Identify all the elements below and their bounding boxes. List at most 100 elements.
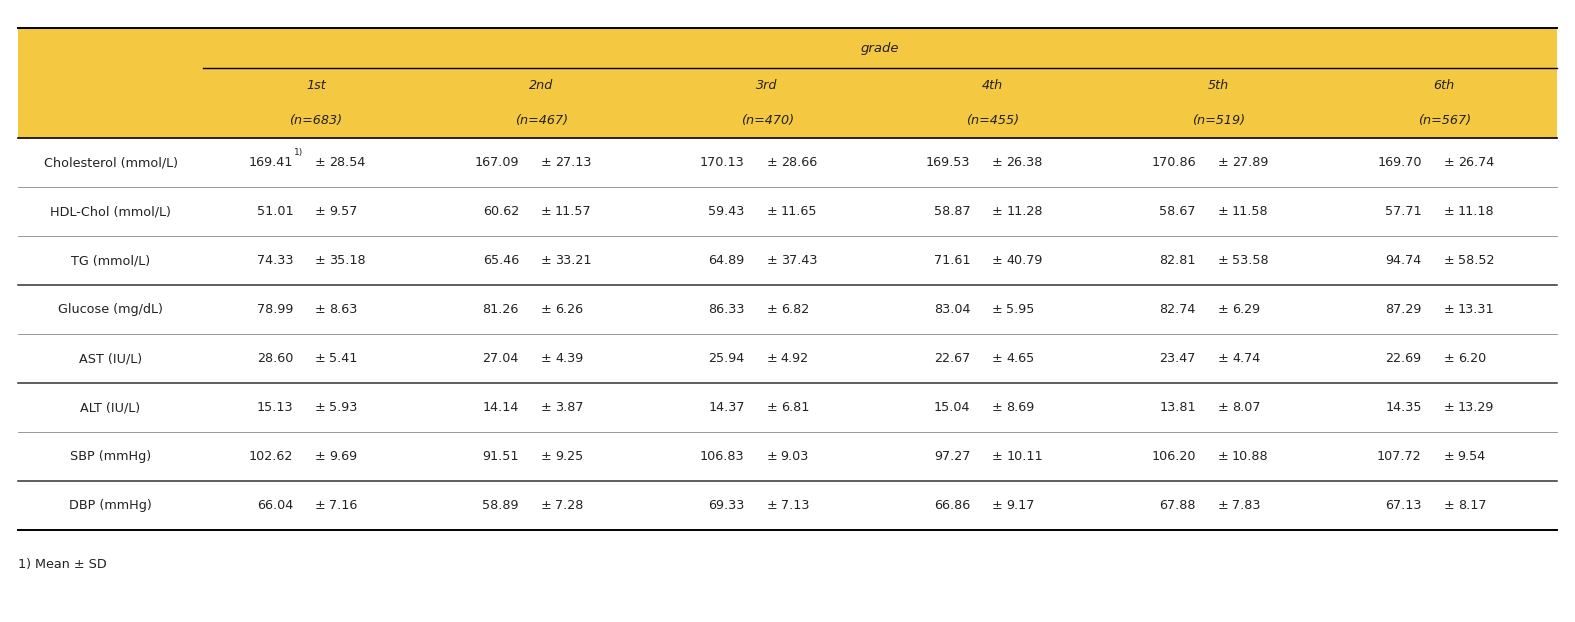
Text: 82.74: 82.74 [1159, 303, 1195, 316]
Text: ±: ± [315, 156, 326, 169]
Text: 6.20: 6.20 [1458, 352, 1485, 365]
Text: ±: ± [1443, 205, 1454, 218]
Text: ±: ± [1217, 499, 1229, 512]
Text: 10.88: 10.88 [1232, 450, 1269, 463]
Text: 169.41: 169.41 [249, 156, 293, 169]
Text: 22.67: 22.67 [934, 352, 970, 365]
Text: 11.58: 11.58 [1232, 205, 1269, 218]
Text: ±: ± [1443, 254, 1454, 267]
Text: 86.33: 86.33 [709, 303, 745, 316]
Text: (n=455): (n=455) [967, 114, 1019, 127]
Text: (n=467): (n=467) [515, 114, 569, 127]
Text: 82.81: 82.81 [1159, 254, 1195, 267]
Text: 10.11: 10.11 [1006, 450, 1043, 463]
Text: 6.82: 6.82 [781, 303, 810, 316]
Text: 97.27: 97.27 [934, 450, 970, 463]
Text: 22.69: 22.69 [1386, 352, 1422, 365]
Text: ±: ± [1217, 352, 1229, 365]
Text: ±: ± [1217, 401, 1229, 414]
Text: 58.89: 58.89 [482, 499, 518, 512]
Text: ±: ± [992, 156, 1003, 169]
Text: 4.74: 4.74 [1232, 352, 1260, 365]
Text: ±: ± [767, 499, 776, 512]
Text: 28.60: 28.60 [257, 352, 293, 365]
Text: 107.72: 107.72 [1377, 450, 1422, 463]
Text: 4th: 4th [983, 79, 1003, 92]
Text: ±: ± [1443, 450, 1454, 463]
Text: ±: ± [1443, 156, 1454, 169]
Text: ±: ± [992, 205, 1003, 218]
Text: 74.33: 74.33 [257, 254, 293, 267]
Text: 14.14: 14.14 [482, 401, 518, 414]
Text: ±: ± [992, 499, 1003, 512]
Text: ±: ± [992, 352, 1003, 365]
Text: 69.33: 69.33 [709, 499, 745, 512]
Text: ±: ± [315, 254, 326, 267]
Text: 5th: 5th [1208, 79, 1228, 92]
Text: 57.71: 57.71 [1384, 205, 1422, 218]
Text: 7.13: 7.13 [781, 499, 810, 512]
Text: 28.54: 28.54 [329, 156, 365, 169]
Bar [17, 28, 1558, 138]
Text: ±: ± [1443, 499, 1454, 512]
Text: Glucose (mg/dL): Glucose (mg/dL) [58, 303, 162, 316]
Text: ±: ± [767, 156, 776, 169]
Text: ±: ± [1217, 303, 1229, 316]
Text: 35.18: 35.18 [329, 254, 365, 267]
Text: ±: ± [767, 303, 776, 316]
Text: 58.87: 58.87 [934, 205, 970, 218]
Text: 81.26: 81.26 [482, 303, 518, 316]
Text: ±: ± [540, 303, 551, 316]
Text: 4.39: 4.39 [554, 352, 583, 365]
Text: 9.54: 9.54 [1458, 450, 1485, 463]
Text: 28.66: 28.66 [781, 156, 817, 169]
Text: ±: ± [315, 450, 326, 463]
Text: ±: ± [992, 254, 1003, 267]
Text: ±: ± [1443, 352, 1454, 365]
Text: 1) Mean ± SD: 1) Mean ± SD [17, 558, 107, 571]
Text: 66.86: 66.86 [934, 499, 970, 512]
Text: ALT (IU/L): ALT (IU/L) [80, 401, 140, 414]
Text: 4.92: 4.92 [781, 352, 810, 365]
Text: 11.28: 11.28 [1006, 205, 1043, 218]
Text: grade: grade [862, 42, 899, 55]
Text: ±: ± [992, 303, 1003, 316]
Text: 3rd: 3rd [756, 79, 778, 92]
Text: 106.83: 106.83 [699, 450, 745, 463]
Text: 13.81: 13.81 [1159, 401, 1195, 414]
Text: 26.38: 26.38 [1006, 156, 1043, 169]
Text: 37.43: 37.43 [781, 254, 817, 267]
Text: 87.29: 87.29 [1386, 303, 1422, 316]
Text: ±: ± [767, 401, 776, 414]
Text: 8.69: 8.69 [1006, 401, 1035, 414]
Text: ±: ± [315, 303, 326, 316]
Text: 66.04: 66.04 [257, 499, 293, 512]
Text: 60.62: 60.62 [482, 205, 518, 218]
Text: 65.46: 65.46 [482, 254, 518, 267]
Text: 67.13: 67.13 [1384, 499, 1422, 512]
Text: ±: ± [315, 205, 326, 218]
Text: (n=519): (n=519) [1192, 114, 1246, 127]
Text: 1): 1) [295, 148, 304, 157]
Text: 170.13: 170.13 [699, 156, 745, 169]
Text: 170.86: 170.86 [1151, 156, 1195, 169]
Text: 4.65: 4.65 [1006, 352, 1035, 365]
Text: 94.74: 94.74 [1386, 254, 1422, 267]
Text: ±: ± [540, 450, 551, 463]
Text: 7.16: 7.16 [329, 499, 358, 512]
Text: 8.07: 8.07 [1232, 401, 1260, 414]
Text: 6.81: 6.81 [781, 401, 810, 414]
Text: 26.74: 26.74 [1458, 156, 1495, 169]
Text: 33.21: 33.21 [554, 254, 592, 267]
Text: 25.94: 25.94 [709, 352, 745, 365]
Text: 1st: 1st [306, 79, 326, 92]
Text: 64.89: 64.89 [709, 254, 745, 267]
Text: 67.88: 67.88 [1159, 499, 1195, 512]
Text: 83.04: 83.04 [934, 303, 970, 316]
Text: 15.04: 15.04 [934, 401, 970, 414]
Text: 51.01: 51.01 [257, 205, 293, 218]
Text: 27.13: 27.13 [554, 156, 592, 169]
Text: ±: ± [315, 499, 326, 512]
Text: 13.31: 13.31 [1458, 303, 1495, 316]
Text: ±: ± [540, 401, 551, 414]
